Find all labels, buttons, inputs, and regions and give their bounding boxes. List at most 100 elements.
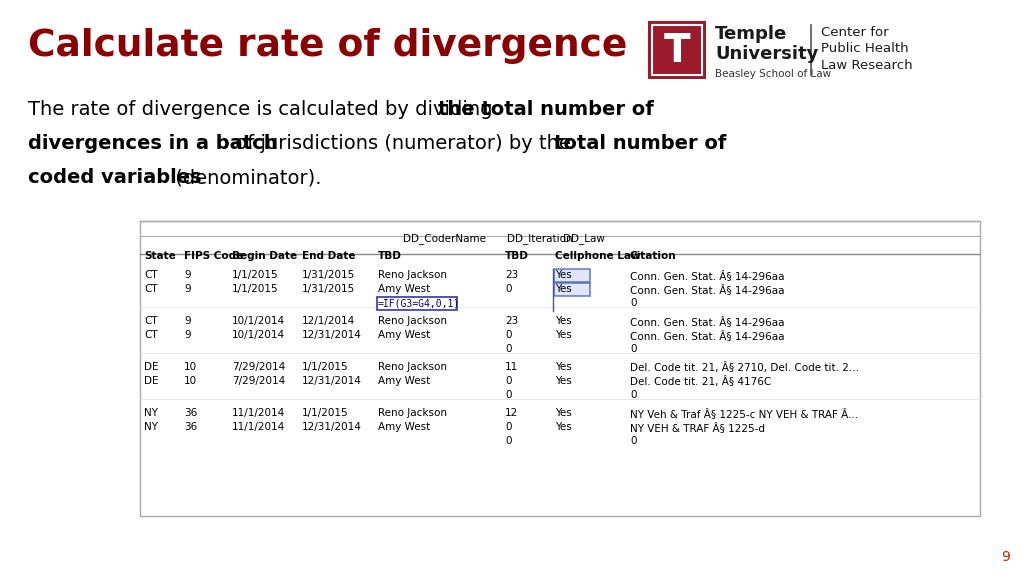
Text: 9: 9 (184, 316, 190, 326)
Text: 23: 23 (505, 270, 518, 280)
Text: Begin Date: Begin Date (232, 251, 297, 261)
Text: 0: 0 (505, 376, 512, 386)
Text: 12/1/2014: 12/1/2014 (302, 316, 355, 326)
Text: 9: 9 (1001, 550, 1010, 564)
Text: Conn. Gen. Stat. Â§ 14-296aa: Conn. Gen. Stat. Â§ 14-296aa (630, 284, 784, 295)
Text: T: T (664, 32, 690, 70)
Text: 7/29/2014: 7/29/2014 (232, 376, 286, 386)
Text: 1/31/2015: 1/31/2015 (302, 284, 355, 294)
Text: Beasley School of Law: Beasley School of Law (715, 69, 831, 79)
Text: 0: 0 (630, 344, 637, 354)
Text: Yes: Yes (555, 330, 571, 340)
Text: Calculate rate of divergence: Calculate rate of divergence (28, 28, 628, 64)
Text: State: State (144, 251, 176, 261)
Text: Del. Code tit. 21, Â§ 2710, Del. Code tit. 2...: Del. Code tit. 21, Â§ 2710, Del. Code ti… (630, 362, 859, 373)
Text: Amy West: Amy West (378, 376, 430, 386)
FancyBboxPatch shape (140, 221, 980, 516)
Text: CT: CT (144, 330, 158, 340)
Text: 0: 0 (505, 330, 512, 340)
Text: 36: 36 (184, 408, 198, 418)
Text: Center for
Public Health
Law Research: Center for Public Health Law Research (821, 26, 912, 72)
Text: Yes: Yes (555, 316, 571, 326)
Text: Yes: Yes (555, 284, 571, 294)
Text: 12/31/2014: 12/31/2014 (302, 422, 361, 432)
Text: Reno Jackson: Reno Jackson (378, 316, 447, 326)
Text: 0: 0 (505, 344, 512, 354)
Text: 0: 0 (630, 436, 637, 446)
Text: Amy West: Amy West (378, 330, 430, 340)
Text: Citation: Citation (630, 251, 677, 261)
Text: 11: 11 (505, 362, 518, 372)
Text: 9: 9 (184, 270, 190, 280)
Text: 9: 9 (184, 284, 190, 294)
Text: Yes: Yes (555, 376, 571, 386)
Text: Yes: Yes (555, 422, 571, 432)
Text: Amy West: Amy West (378, 284, 430, 294)
Text: CT: CT (144, 270, 158, 280)
Text: TBD: TBD (378, 251, 401, 261)
Text: Reno Jackson: Reno Jackson (378, 362, 447, 372)
Text: NY: NY (144, 422, 158, 432)
Text: TBD: TBD (505, 251, 528, 261)
Text: 11/1/2014: 11/1/2014 (232, 408, 286, 418)
Text: Conn. Gen. Stat. Â§ 14-296aa: Conn. Gen. Stat. Â§ 14-296aa (630, 270, 784, 281)
Text: 1/1/2015: 1/1/2015 (302, 362, 348, 372)
Text: 1/31/2015: 1/31/2015 (302, 270, 355, 280)
Text: 23: 23 (505, 316, 518, 326)
Text: 0: 0 (630, 298, 637, 308)
Text: total number of: total number of (554, 134, 726, 153)
FancyBboxPatch shape (554, 269, 590, 282)
Text: Conn. Gen. Stat. Â§ 14-296aa: Conn. Gen. Stat. Â§ 14-296aa (630, 330, 784, 341)
Text: DE: DE (144, 376, 159, 386)
Text: The rate of divergence is calculated by dividing: The rate of divergence is calculated by … (28, 100, 499, 119)
Text: Reno Jackson: Reno Jackson (378, 408, 447, 418)
Text: 11/1/2014: 11/1/2014 (232, 422, 286, 432)
Text: =IF(G3=G4,0,1): =IF(G3=G4,0,1) (378, 298, 460, 308)
Text: 0: 0 (505, 390, 512, 400)
Text: Yes: Yes (555, 270, 571, 280)
Text: 12/31/2014: 12/31/2014 (302, 376, 361, 386)
Text: 1/1/2015: 1/1/2015 (232, 284, 279, 294)
FancyBboxPatch shape (377, 297, 457, 310)
Text: 10: 10 (184, 376, 198, 386)
Text: 1/1/2015: 1/1/2015 (232, 270, 279, 280)
Text: Temple
University: Temple University (715, 25, 818, 63)
FancyBboxPatch shape (554, 283, 590, 296)
Text: 7/29/2014: 7/29/2014 (232, 362, 286, 372)
Text: DD_CoderName: DD_CoderName (403, 233, 486, 244)
Text: CT: CT (144, 284, 158, 294)
Text: 1/1/2015: 1/1/2015 (302, 408, 348, 418)
Text: CT: CT (144, 316, 158, 326)
Text: NY Veh & Traf Â§ 1225-c NY VEH & TRAF Â...: NY Veh & Traf Â§ 1225-c NY VEH & TRAF Â.… (630, 408, 858, 419)
Text: 0: 0 (630, 390, 637, 400)
Text: Conn. Gen. Stat. Â§ 14-296aa: Conn. Gen. Stat. Â§ 14-296aa (630, 316, 784, 327)
Text: DE: DE (144, 362, 159, 372)
Text: End Date: End Date (302, 251, 355, 261)
Text: the total number of: the total number of (438, 100, 653, 119)
Text: 10: 10 (184, 362, 198, 372)
Text: Amy West: Amy West (378, 422, 430, 432)
FancyBboxPatch shape (648, 21, 706, 79)
Text: (denominator).: (denominator). (169, 168, 322, 187)
Text: Reno Jackson: Reno Jackson (378, 270, 447, 280)
Text: 12/31/2014: 12/31/2014 (302, 330, 361, 340)
Text: NY: NY (144, 408, 158, 418)
Text: Yes: Yes (555, 362, 571, 372)
Text: 10/1/2014: 10/1/2014 (232, 330, 285, 340)
Text: of jurisdictions (numerator) by the: of jurisdictions (numerator) by the (229, 134, 578, 153)
Text: coded variables: coded variables (28, 168, 202, 187)
Text: 0: 0 (505, 422, 512, 432)
Text: divergences in a batch: divergences in a batch (28, 134, 278, 153)
Text: 10/1/2014: 10/1/2014 (232, 316, 285, 326)
Text: 36: 36 (184, 422, 198, 432)
Text: 0: 0 (505, 284, 512, 294)
Text: 0: 0 (505, 436, 512, 446)
Text: DD_Law: DD_Law (563, 233, 605, 244)
Text: NY VEH & TRAF Â§ 1225-d: NY VEH & TRAF Â§ 1225-d (630, 422, 765, 433)
Text: 9: 9 (184, 330, 190, 340)
Text: DD_Iteration: DD_Iteration (507, 233, 572, 244)
Text: 12: 12 (505, 408, 518, 418)
Text: Cellphone Law: Cellphone Law (555, 251, 641, 261)
Text: Del. Code tit. 21, Â§ 4176C: Del. Code tit. 21, Â§ 4176C (630, 376, 771, 387)
Text: Yes: Yes (555, 408, 571, 418)
